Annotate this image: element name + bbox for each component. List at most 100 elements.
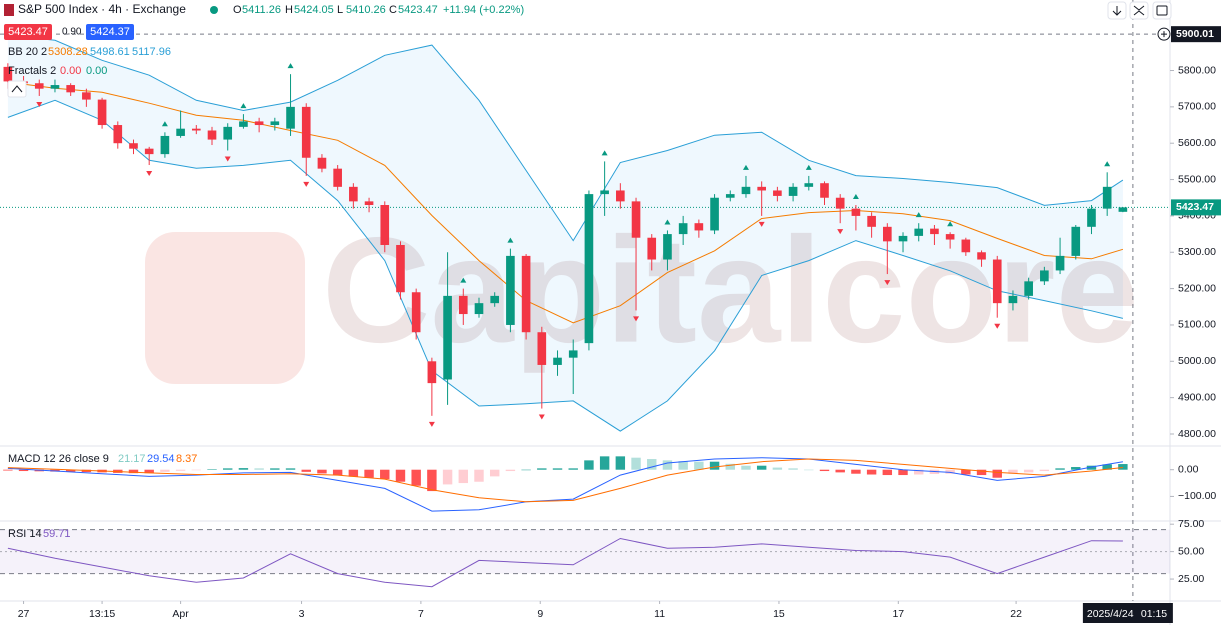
ask-price: 5424.37 xyxy=(90,26,130,38)
candle-body xyxy=(741,186,751,195)
y-tick-label: 0.00 xyxy=(1178,463,1199,475)
macd-histogram-bar xyxy=(898,469,908,476)
macd-histogram-bar xyxy=(364,469,374,478)
macd-histogram-bar xyxy=(1023,469,1034,473)
candle-body xyxy=(506,255,515,325)
macd-histogram-bar xyxy=(945,469,955,474)
macd-histogram-bar xyxy=(725,463,735,470)
macd-histogram-bar xyxy=(882,469,893,476)
macd-histogram-bar xyxy=(709,461,720,470)
fractal-down xyxy=(36,101,43,107)
y-tick-label: 5800.00 xyxy=(1178,64,1216,76)
candle-body xyxy=(710,197,719,231)
bb-fill xyxy=(7,35,1123,432)
watermark: Capitalcore xyxy=(322,206,1139,374)
candle-body xyxy=(882,226,892,242)
candle-body xyxy=(113,125,123,144)
macd-histogram-bar xyxy=(223,468,233,470)
macd-histogram-bar xyxy=(961,469,971,475)
candle-body xyxy=(835,197,845,209)
fractal-up xyxy=(805,164,812,170)
x-tick-label: 11 xyxy=(654,608,665,620)
fractal-down xyxy=(758,221,765,227)
macd-histogram-bar xyxy=(1055,468,1065,470)
candle-body xyxy=(270,121,280,126)
ohlc-value: 5423.47 xyxy=(398,4,438,16)
fractal-down xyxy=(884,280,891,286)
macd-histogram-bar xyxy=(835,469,845,473)
macd-histogram-bar xyxy=(191,469,202,471)
candle-body xyxy=(647,237,657,260)
candle-body xyxy=(694,223,704,231)
macd-histogram-bar xyxy=(505,469,516,472)
y-tick-label: 5300.00 xyxy=(1178,246,1216,258)
candle-body xyxy=(663,234,672,260)
macd-histogram-bar xyxy=(521,469,531,471)
status-dot xyxy=(210,6,218,14)
y-tick-label: 4900.00 xyxy=(1178,391,1216,403)
fractal-up xyxy=(742,164,749,170)
macd-histogram-bar xyxy=(442,469,453,485)
macd-histogram-bar xyxy=(694,461,704,470)
macd-histogram-bar xyxy=(662,460,673,470)
candle-body xyxy=(443,295,452,380)
candle-body xyxy=(1118,207,1128,212)
candle-body xyxy=(1040,270,1049,282)
fractal-up xyxy=(161,121,168,127)
bb-legend-value: 5308.28 xyxy=(48,46,88,58)
rsi-line xyxy=(7,537,1123,588)
candle-body xyxy=(380,205,390,245)
bid-box[interactable] xyxy=(4,24,52,40)
x-tick-label: Apr xyxy=(172,608,189,620)
candle-body xyxy=(1008,295,1018,304)
collapse-button[interactable] xyxy=(7,80,27,98)
candle-body xyxy=(961,239,971,253)
macd-histogram-bar xyxy=(427,469,437,492)
macd-legend-value: 21.17 xyxy=(118,453,146,465)
macd-histogram-bar xyxy=(458,469,468,484)
candle-body xyxy=(396,244,405,293)
fractal-down xyxy=(303,181,310,187)
ohlc-label: O xyxy=(233,4,242,16)
candle-body xyxy=(568,350,578,358)
macd-histogram-bar xyxy=(348,469,359,477)
bb-middle xyxy=(7,81,1124,324)
candle-body xyxy=(631,201,641,238)
macd-histogram-bar xyxy=(411,469,421,486)
icon xyxy=(1161,31,1167,38)
macd-line xyxy=(7,457,1123,512)
candle-body xyxy=(474,303,484,315)
candle-body xyxy=(851,208,861,216)
macd-histogram-bar xyxy=(976,469,987,476)
x-tick-label: 7 xyxy=(418,608,424,620)
candle-body xyxy=(1087,208,1096,227)
candle-body xyxy=(804,183,814,187)
ohlc-value: 5424.05 xyxy=(294,4,334,16)
chart-title: S&P 500 Index · 4h · Exchange xyxy=(18,2,186,16)
candle-body xyxy=(191,128,201,131)
ohlc-value: 5410.26 xyxy=(346,4,386,16)
bb-lower xyxy=(7,99,1124,432)
macd-histogram-bar xyxy=(474,469,484,482)
macd-histogram-bar xyxy=(380,469,390,480)
macd-histogram-bar xyxy=(772,467,783,470)
crosshair-price-box xyxy=(1171,26,1221,43)
candle-body xyxy=(144,148,154,155)
y-tick-label: 75.00 xyxy=(1178,518,1204,530)
icon xyxy=(1156,5,1168,16)
fractal-up xyxy=(1104,161,1111,167)
candle-body xyxy=(254,121,264,126)
macd-histogram-bar xyxy=(599,456,610,470)
maximize-button[interactable] xyxy=(1152,1,1172,20)
candle-body xyxy=(427,361,437,384)
macd-histogram-bar xyxy=(647,459,657,470)
ohlc-value: 5411.26 xyxy=(242,4,281,16)
candle-body xyxy=(584,194,594,344)
candle-body xyxy=(349,186,358,202)
ask-box[interactable] xyxy=(86,24,134,40)
macd-histogram-bar xyxy=(615,456,626,470)
macd-histogram-bar xyxy=(128,469,139,474)
macd-histogram-bar xyxy=(301,469,311,472)
candle-body xyxy=(992,259,1002,304)
fractal-up xyxy=(240,103,247,109)
